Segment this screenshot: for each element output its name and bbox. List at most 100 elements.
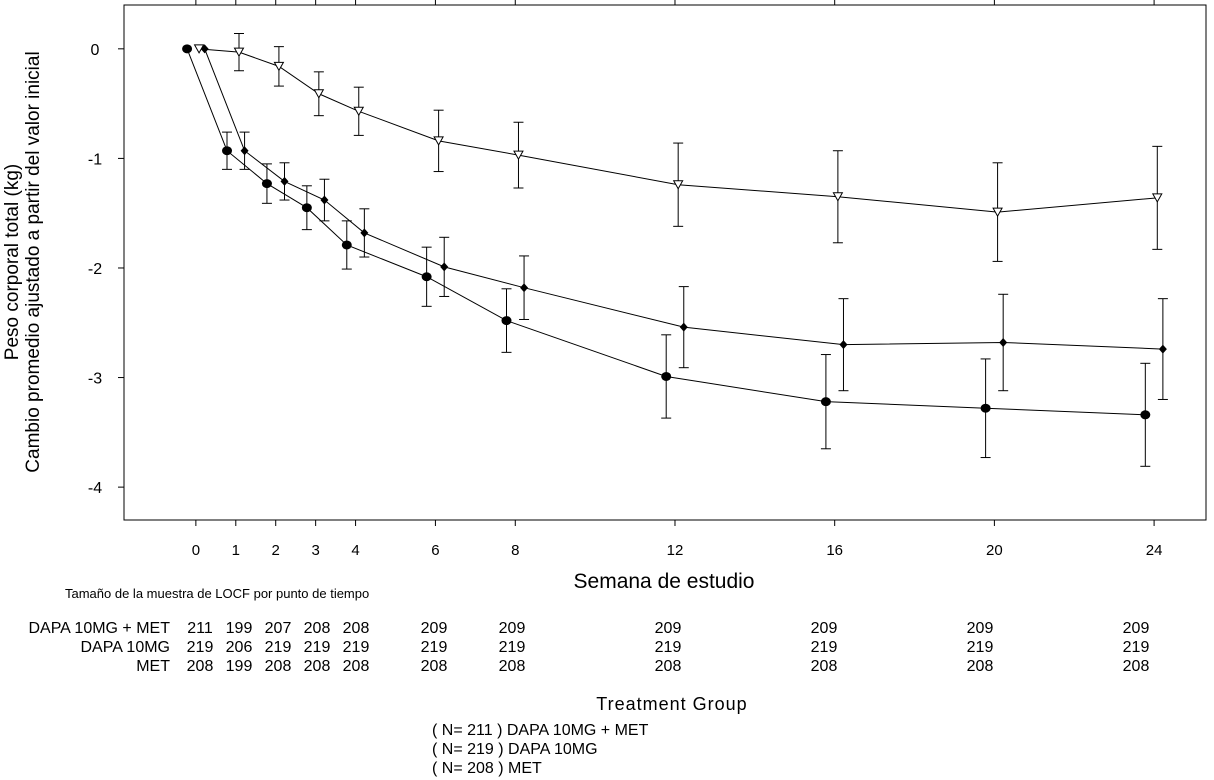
point-0-7 <box>679 322 688 332</box>
series-1 <box>182 44 1151 467</box>
point-2-9 <box>992 207 1003 218</box>
point-0-8 <box>839 340 848 350</box>
y-tick-label-0: 0 <box>91 42 100 59</box>
point-0-6 <box>520 283 529 293</box>
y-tick-label-3: -3 <box>88 371 102 388</box>
y-tick-label-1: -1 <box>88 151 102 168</box>
sample-value-1-3: 219 <box>304 639 331 656</box>
sample-value-2-10: 208 <box>1123 658 1150 675</box>
sample-value-1-1: 206 <box>226 639 253 656</box>
point-1-2 <box>261 179 272 189</box>
point-2-5 <box>433 136 444 146</box>
sample-value-0-2: 207 <box>265 620 292 637</box>
point-2-10 <box>1151 193 1163 203</box>
point-1-7 <box>661 371 672 381</box>
sample-row-label-2: MET <box>136 658 170 675</box>
point-1-9 <box>980 403 991 413</box>
point-1-5 <box>421 272 432 282</box>
point-1-10 <box>1140 410 1151 420</box>
sample-value-2-6: 208 <box>499 658 526 675</box>
point-1-1 <box>222 146 233 156</box>
point-2-0 <box>193 44 205 54</box>
point-0-9 <box>999 337 1008 347</box>
sample-value-0-9: 209 <box>967 620 994 637</box>
sample-value-1-6: 219 <box>499 639 526 656</box>
sample-value-1-4: 219 <box>343 639 370 656</box>
sample-value-2-3: 208 <box>304 658 331 675</box>
point-0-4 <box>360 228 369 238</box>
sample-value-0-0: 211 <box>187 620 213 637</box>
series-0 <box>200 44 1168 400</box>
point-2-2 <box>273 61 285 72</box>
series-layer <box>182 32 1168 467</box>
point-2-8 <box>832 192 844 202</box>
y-tick-label-2: -2 <box>88 261 102 278</box>
sample-value-0-5: 209 <box>421 620 448 637</box>
x-tick-label-10: 24 <box>1146 542 1163 559</box>
series-2 <box>193 32 1163 262</box>
point-2-1 <box>233 47 245 58</box>
sample-value-0-4: 208 <box>343 620 370 637</box>
sample-value-2-5: 208 <box>421 658 448 675</box>
point-1-8 <box>820 397 831 407</box>
sample-size-table: DAPA 10MG + MET 211 199 207 208 208 209 209 209 2… <box>28 620 1149 675</box>
sample-value-2-8: 208 <box>811 658 838 675</box>
x-tick-label-1: 1 <box>232 542 240 559</box>
point-2-3 <box>313 89 325 99</box>
sample-value-1-10: 219 <box>1123 639 1150 656</box>
point-1-4 <box>341 240 352 250</box>
y-tick-label-4: -4 <box>88 480 102 497</box>
point-0-2 <box>280 176 289 186</box>
x-tick-label-7: 12 <box>667 542 684 559</box>
plot-frame <box>123 4 1207 521</box>
sample-value-2-7: 208 <box>655 658 682 675</box>
legend-item-dapa: ( N= 219 ) DAPA 10MG <box>432 741 598 758</box>
sample-value-1-2: 219 <box>265 639 292 656</box>
point-2-7 <box>672 180 684 190</box>
sample-value-2-0: 208 <box>187 658 214 675</box>
sample-value-1-8: 219 <box>811 639 838 656</box>
point-2-6 <box>513 150 524 161</box>
sample-value-1-0: 219 <box>187 639 214 656</box>
x-tick-label-0: 0 <box>192 542 200 559</box>
y-axis-label-line2: Peso corporal total (kg) <box>2 164 23 360</box>
y-axis-label-line1: Cambio promedio ajustado a partir del va… <box>23 51 44 472</box>
point-0-3 <box>320 195 329 205</box>
point-1-3 <box>301 203 312 213</box>
sample-value-2-4: 208 <box>343 658 370 675</box>
point-0-1 <box>240 146 249 156</box>
sample-value-1-9: 219 <box>967 639 994 656</box>
point-1-6 <box>501 316 512 326</box>
legend-item-met: ( N= 208 ) MET <box>432 760 542 777</box>
sample-value-0-8: 209 <box>811 620 838 637</box>
sample-value-1-5: 219 <box>421 639 448 656</box>
x-axis-label: Semana de estudio <box>574 570 755 593</box>
point-2-4 <box>353 106 365 117</box>
sample-value-0-10: 209 <box>1123 620 1150 637</box>
sample-value-0-6: 209 <box>499 620 526 637</box>
x-tick-label-6: 8 <box>511 542 519 559</box>
sample-row-label-1: DAPA 10MG <box>80 639 170 656</box>
x-tick-label-4: 4 <box>351 542 359 559</box>
axes: 0-1-2-3-40 1 2 3 4 6 8 12 16 20 24 <box>88 0 1163 559</box>
legend-item-dapa-met: ( N= 211 ) DAPA 10MG + MET <box>432 722 649 739</box>
x-tick-label-8: 16 <box>826 542 843 559</box>
x-tick-label-5: 6 <box>431 542 439 559</box>
sample-value-1-7: 219 <box>655 639 682 656</box>
sample-size-title: Tamaño de la muestra de LOCF por punto d… <box>65 586 369 601</box>
x-tick-label-2: 2 <box>272 542 280 559</box>
point-1-0 <box>182 44 193 54</box>
legend-title: Treatment Group <box>596 694 747 714</box>
sample-value-0-3: 208 <box>304 620 331 637</box>
x-tick-label-3: 3 <box>311 542 319 559</box>
sample-value-2-2: 208 <box>265 658 292 675</box>
sample-value-0-1: 199 <box>226 620 253 637</box>
sample-value-2-1: 199 <box>226 658 253 675</box>
sample-value-2-9: 208 <box>967 658 994 675</box>
point-0-10 <box>1158 344 1167 354</box>
sample-row-label-0: DAPA 10MG + MET <box>28 620 170 637</box>
point-0-5 <box>440 262 449 272</box>
sample-value-0-7: 209 <box>655 620 682 637</box>
x-tick-label-9: 20 <box>986 542 1003 559</box>
